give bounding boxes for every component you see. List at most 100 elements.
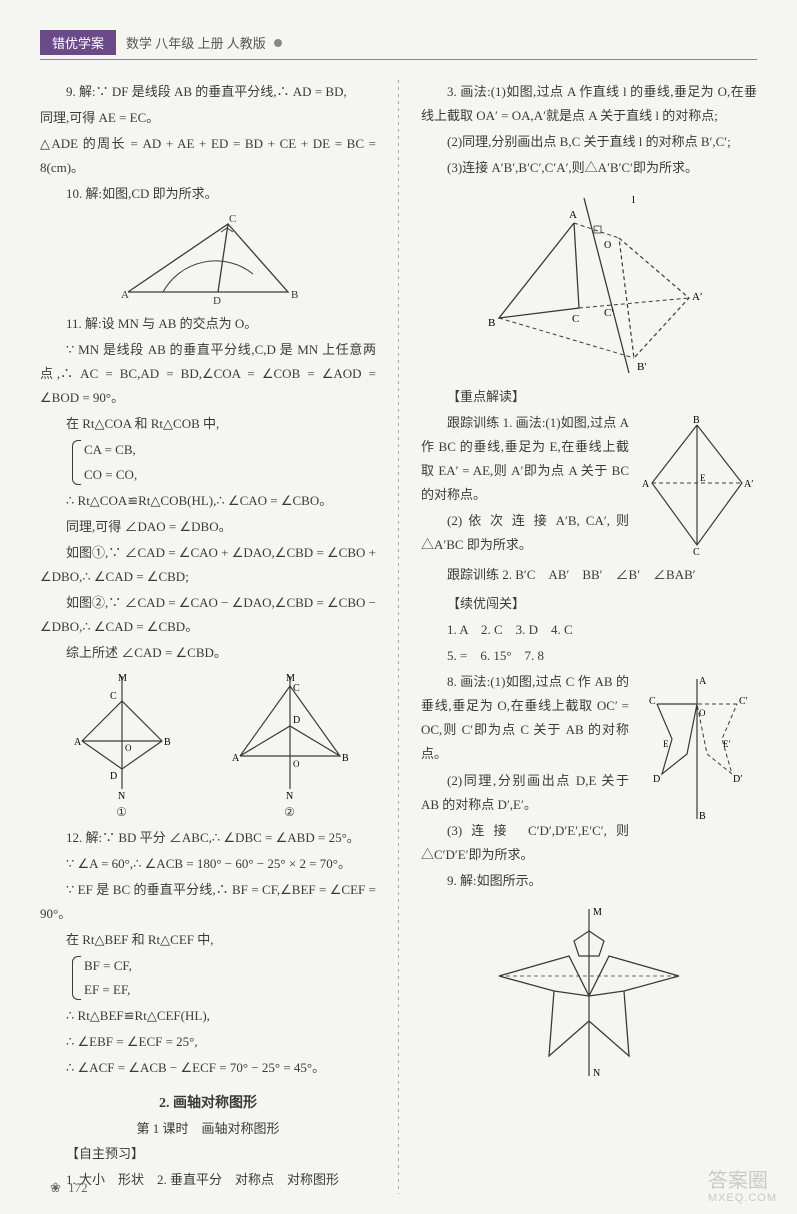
q9-line1: 9. 解:∵ DF 是线段 AB 的垂直平分线,∴ AD = BD, xyxy=(40,80,376,104)
q11-line2: ∵ MN 是线段 AB 的垂直平分线,C,D 是 MN 上任意两点,∴ AC =… xyxy=(40,338,376,410)
svg-text:l: l xyxy=(632,194,635,206)
svg-text:B′: B′ xyxy=(637,361,647,373)
svg-text:O: O xyxy=(699,708,706,718)
q12-line2: ∵ ∠A = 60°,∴ ∠ACB = 180° − 60° − 25° × 2… xyxy=(40,852,376,876)
q11-line3: 在 Rt△COA 和 Rt△COB 中, xyxy=(40,412,376,436)
q12-line7: ∴ ∠ACF = ∠ACB − ∠ECF = 70° − 25° = 45°。 xyxy=(40,1056,376,1080)
svg-text:C: C xyxy=(572,313,579,325)
svg-text:O: O xyxy=(125,743,132,753)
q11-line6: 如图①,∵ ∠CAD = ∠CAO + ∠DAO,∠CBD = ∠CBO + ∠… xyxy=(40,541,376,589)
q10-line: 10. 解:如图,CD 即为所求。 xyxy=(40,182,376,206)
excel-label: 【续优闯关】 xyxy=(421,593,757,612)
left-column: 9. 解:∵ DF 是线段 AB 的垂直平分线,∴ AD = BD, 同理,可得… xyxy=(40,80,376,1194)
figure-reflect-l: l A B C O A′ B′ C′ xyxy=(421,188,757,378)
page-container: 错优学案 数学 八年级 上册 人教版 9. 解:∵ DF 是线段 AB 的垂直平… xyxy=(0,0,797,1214)
e-line2: 5. = 6. 15° 7. 8 xyxy=(421,644,757,668)
svg-text:M: M xyxy=(593,907,602,918)
figure-pair-11: M N A B C D O ① M xyxy=(40,671,376,820)
page-header: 错优学案 数学 八年级 上册 人教版 xyxy=(40,30,757,60)
svg-text:C: C xyxy=(293,683,300,694)
preview-text: 1. 大小 形状 2. 垂直平分 对称点 对称图形 xyxy=(40,1168,376,1192)
fig1-label: ① xyxy=(62,805,182,820)
e-line6: 9. 解:如图所示。 xyxy=(421,869,757,893)
figure-kite: B A A′ C E xyxy=(637,415,757,559)
brace2-a: BF = CF, xyxy=(84,954,376,978)
svg-text:C′: C′ xyxy=(604,307,614,319)
svg-text:D′: D′ xyxy=(733,774,742,785)
pagenum-value: 172 xyxy=(68,1180,88,1195)
svg-text:D: D xyxy=(213,295,221,304)
k-line3: 跟踪训练 2. B′C AB′ BB′ ∠B′ ∠BAB′ xyxy=(421,563,757,587)
sub-title: 第 1 课时 画轴对称图形 xyxy=(40,1118,376,1137)
r-line2: (2)同理,分别画出点 B,C 关于直线 l 的对称点 B′,C′; xyxy=(421,130,757,154)
svg-text:C: C xyxy=(649,696,656,707)
q11-line8: 综上所述 ∠CAD = ∠CBD。 xyxy=(40,641,376,665)
svg-text:E′: E′ xyxy=(723,739,730,749)
svg-text:A: A xyxy=(232,753,240,764)
key-label: 【重点解读】 xyxy=(421,386,757,405)
two-column-layout: 9. 解:∵ DF 是线段 AB 的垂直平分线,∴ AD = BD, 同理,可得… xyxy=(40,80,757,1194)
svg-text:B: B xyxy=(342,753,349,764)
q9-line2: 同理,可得 AE = EC。 xyxy=(40,106,376,130)
svg-text:M: M xyxy=(118,673,127,684)
watermark: 答案圈 MXEQ.COM xyxy=(708,1170,777,1204)
svg-text:B: B xyxy=(291,289,298,301)
svg-text:D: D xyxy=(293,715,300,726)
q12-line6: ∴ ∠EBF = ∠ECF = 25°, xyxy=(40,1030,376,1054)
q12-line1: 12. 解:∵ BD 平分 ∠ABC,∴ ∠DBC = ∠ABD = 25°。 xyxy=(40,826,376,850)
svg-text:B: B xyxy=(699,811,706,822)
brace-group-1: CA = CB, CO = CO, xyxy=(66,438,376,486)
svg-text:C: C xyxy=(693,547,700,555)
e-line1: 1. A 2. C 3. D 4. C xyxy=(421,618,757,642)
preview-label: 【自主预习】 xyxy=(40,1143,376,1162)
page-number: ❀ 172 xyxy=(50,1180,88,1196)
svg-text:O: O xyxy=(604,240,611,251)
figure-symmetric-shape: M N xyxy=(421,901,757,1081)
svg-text:D: D xyxy=(653,774,660,785)
svg-text:A: A xyxy=(121,289,129,301)
svg-text:A: A xyxy=(74,737,82,748)
section-title: 2. 画轴对称图形 xyxy=(40,1092,376,1112)
brace2-b: EF = EF, xyxy=(84,978,376,1002)
svg-text:E: E xyxy=(700,473,706,483)
fig2-label: ② xyxy=(225,805,355,820)
svg-text:A: A xyxy=(642,479,650,490)
svg-text:B: B xyxy=(693,415,700,426)
svg-text:O: O xyxy=(293,759,300,769)
svg-text:C: C xyxy=(110,691,117,702)
header-badge: 错优学案 xyxy=(40,30,116,55)
r-line1: 3. 画法:(1)如图,过点 A 作直线 l 的垂线,垂足为 O,在垂线上截取 … xyxy=(421,80,757,128)
r-line3: (3)连接 A′B′,B′C′,C′A′,则△A′B′C′即为所求。 xyxy=(421,156,757,180)
q11-line5: 同理,可得 ∠DAO = ∠DBO。 xyxy=(40,515,376,539)
svg-text:E: E xyxy=(663,739,669,749)
q12-line4: 在 Rt△BEF 和 Rt△CEF 中, xyxy=(40,928,376,952)
figure-11-2: M N A B C D O ② xyxy=(225,671,355,820)
q12-line5: ∴ Rt△BEF≌Rt△CEF(HL), xyxy=(40,1004,376,1028)
header-dot-icon xyxy=(274,39,282,47)
q12-line3: ∵ EF 是 BC 的垂直平分线,∴ BF = CF,∠BEF = ∠CEF =… xyxy=(40,878,376,926)
q9-line3: △ADE 的周长 = AD + AE + ED = BD + CE + DE =… xyxy=(40,132,376,180)
svg-text:N: N xyxy=(593,1068,600,1079)
q11-line4: ∴ Rt△COA≌Rt△COB(HL),∴ ∠CAO = ∠CBO。 xyxy=(40,489,376,513)
figure-11-1: M N A B C D O ① xyxy=(62,671,182,820)
header-text: 数学 八年级 上册 人教版 xyxy=(126,33,266,52)
watermark-main: 答案圈 xyxy=(708,1170,777,1192)
svg-text:C′: C′ xyxy=(739,696,748,707)
svg-text:N: N xyxy=(118,791,125,801)
right-column: 3. 画法:(1)如图,过点 A 作直线 l 的垂线,垂足为 O,在垂线上截取 … xyxy=(421,80,757,1194)
svg-text:A′: A′ xyxy=(744,479,753,490)
column-divider xyxy=(398,80,399,1194)
svg-text:B: B xyxy=(164,737,171,748)
svg-text:A: A xyxy=(699,676,707,687)
brace1-a: CA = CB, xyxy=(84,438,376,462)
q11-line1: 11. 解:设 MN 与 AB 的交点为 O。 xyxy=(40,312,376,336)
q11-line7: 如图②,∵ ∠CAD = ∠CAO − ∠DAO,∠CBD = ∠CBO − ∠… xyxy=(40,591,376,639)
figure-pentagon-reflect: A C C′ E E′ D D′ O B xyxy=(637,674,757,828)
figure-triangle-cd: A B C D xyxy=(40,214,376,304)
svg-text:C: C xyxy=(229,214,236,225)
svg-text:A′: A′ xyxy=(692,291,702,303)
svg-text:D: D xyxy=(110,771,117,782)
svg-text:A: A xyxy=(569,209,577,221)
svg-text:N: N xyxy=(286,791,293,801)
svg-text:B: B xyxy=(488,317,495,329)
